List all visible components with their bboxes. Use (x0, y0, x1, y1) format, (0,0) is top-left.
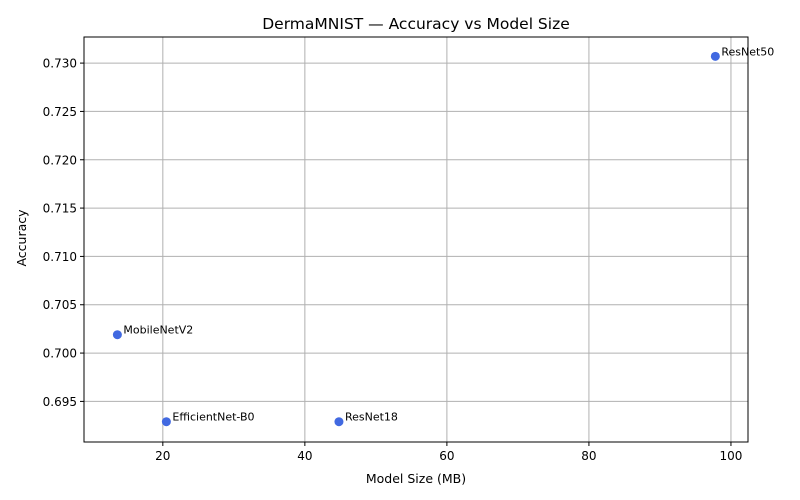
x-tick-label: 20 (155, 449, 170, 463)
grid-lines (84, 37, 748, 442)
x-tick-label: 100 (720, 449, 743, 463)
y-axis-label: Accuracy (14, 209, 29, 267)
y-tick-label: 0.715 (43, 202, 77, 216)
y-tick-label: 0.725 (43, 105, 77, 119)
data-point-label: EfficientNet-B0 (172, 411, 254, 424)
y-tick-label: 0.720 (43, 153, 77, 167)
y-tick-label: 0.705 (43, 298, 77, 312)
data-point (161, 417, 171, 427)
x-tick-label: 40 (297, 449, 312, 463)
y-tick-label: 0.700 (43, 347, 77, 361)
x-tick-label: 60 (439, 449, 454, 463)
x-axis-label: Model Size (MB) (366, 471, 466, 486)
data-point-label: ResNet18 (345, 411, 398, 424)
data-point-label: MobileNetV2 (123, 324, 193, 337)
data-point (112, 330, 122, 340)
data-point (334, 417, 344, 427)
y-tick-label: 0.695 (43, 395, 77, 409)
x-axis-ticks: 20 40 60 80 100 (155, 442, 742, 463)
x-tick-label: 80 (581, 449, 596, 463)
chart-title: DermaMNIST — Accuracy vs Model Size (262, 15, 570, 33)
data-point (710, 51, 720, 61)
plot-frame (83, 36, 749, 443)
y-axis-ticks: 0.695 0.700 0.705 0.710 0.715 0.720 0.725 0.730 (43, 57, 84, 409)
y-tick-label: 0.730 (43, 57, 77, 71)
y-tick-label: 0.710 (43, 250, 77, 264)
